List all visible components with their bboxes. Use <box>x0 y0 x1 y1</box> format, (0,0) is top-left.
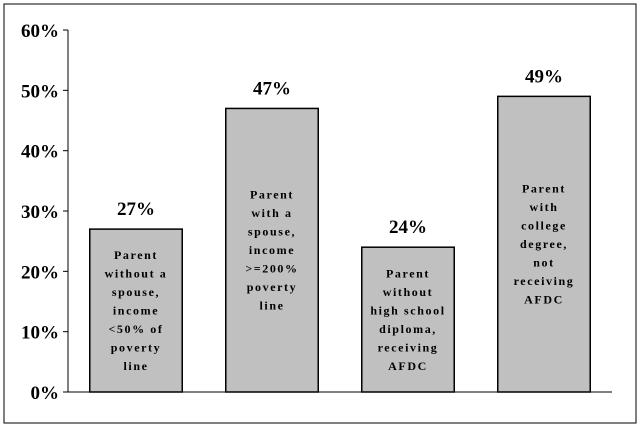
category-label: without a <box>105 267 168 281</box>
bar <box>497 95 591 393</box>
category-label: line <box>259 299 284 313</box>
category-label: high school <box>370 303 445 317</box>
y-tick-label: 60% <box>21 21 59 42</box>
category-label: Parent <box>250 188 294 202</box>
category-label: spouse, <box>112 285 160 299</box>
bar <box>89 228 183 393</box>
category-label: poverty <box>111 341 162 355</box>
category-label: income <box>249 243 295 257</box>
y-tick-label: 10% <box>21 323 59 344</box>
category-label: Parent <box>522 182 566 196</box>
data-label: 24% <box>389 217 427 238</box>
bar <box>225 107 319 393</box>
y-tick-label: 20% <box>21 262 59 283</box>
category-label: Parent <box>114 248 158 262</box>
category-label: with a <box>251 206 292 220</box>
category-label: income <box>113 304 159 318</box>
category-label: line <box>123 359 148 373</box>
category-label: AFDC <box>388 359 428 373</box>
category-label: diploma, <box>379 322 437 336</box>
y-tick-label: 30% <box>21 202 59 223</box>
category-label: without <box>383 285 434 299</box>
category-label: Parent <box>386 266 430 280</box>
category-label: <50% of <box>108 322 163 336</box>
y-tick-label: 40% <box>21 142 59 163</box>
category-label: not <box>533 256 554 270</box>
y-tick-label: 50% <box>21 81 59 102</box>
category-label: >=200% <box>245 262 298 276</box>
category-label: receiving <box>378 340 439 354</box>
data-label: 27% <box>117 199 155 220</box>
category-label: AFDC <box>524 293 564 307</box>
category-label: degree, <box>520 237 568 251</box>
category-label: with <box>529 200 558 214</box>
y-tick-label: 0% <box>31 383 60 404</box>
category-label: poverty <box>247 280 298 294</box>
category-label: college <box>521 219 567 233</box>
bar <box>361 246 455 393</box>
category-label: spouse, <box>248 225 296 239</box>
category-label: receiving <box>514 274 575 288</box>
data-label: 49% <box>525 66 563 87</box>
data-label: 47% <box>253 78 291 99</box>
